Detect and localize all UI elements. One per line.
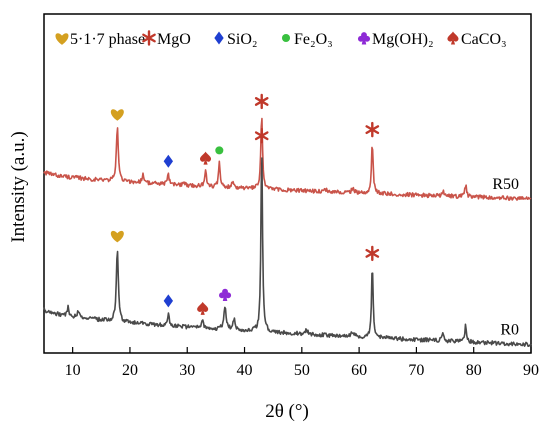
peak-marker-heart-icon xyxy=(110,109,124,121)
peak-marker-spade-icon xyxy=(200,151,212,165)
peak-marker-asterisk-icon xyxy=(254,128,269,144)
x-axis-title: 2θ (°) xyxy=(265,401,309,422)
legend-label: CaCO₃ xyxy=(461,31,507,48)
legend-spade-icon xyxy=(447,31,459,45)
peak-marker-asterisk-icon xyxy=(365,121,380,138)
legend-label: MgO xyxy=(157,31,191,48)
x-tick-label: 50 xyxy=(294,362,310,379)
legend-entry: Mg(OH)₂ xyxy=(357,31,434,48)
legend-diamond-icon xyxy=(214,31,224,45)
series-line-r0 xyxy=(43,157,532,348)
legend-club-icon xyxy=(357,32,371,45)
legend-label: 5·1·7 phase xyxy=(70,31,145,48)
x-tick-label: 20 xyxy=(122,362,138,379)
legend-heart-icon xyxy=(55,33,69,45)
x-axis-ticks: 10 20 30 40 50 60 70 80 90 xyxy=(65,347,539,379)
legend-entry: SiO₂ xyxy=(214,31,257,48)
legend-entry: Fe₂O₃ xyxy=(281,31,333,48)
series-group: R50 R0 xyxy=(43,117,532,348)
x-tick-label: 60 xyxy=(351,362,367,379)
plot-frame xyxy=(43,13,532,354)
x-tick-label: 40 xyxy=(237,362,253,379)
legend-label: Fe₂O₃ xyxy=(294,31,333,48)
peak-marker-asterisk-icon xyxy=(254,93,269,110)
legend-label: Mg(OH)₂ xyxy=(372,31,434,48)
legend: 5·1·7 phase MgO SiO₂ Fe₂O₃ Mg(OH)₂ CaCO₃ xyxy=(55,30,507,48)
legend-entry: MgO xyxy=(142,30,191,48)
peak-marker-circle-icon xyxy=(215,146,224,155)
peak-marker-heart-icon xyxy=(110,230,124,243)
y-axis-title: Intensity (a.u.) xyxy=(8,131,29,242)
legend-entry: 5·1·7 phase xyxy=(55,31,145,48)
peak-marker-asterisk-icon xyxy=(365,245,380,262)
x-tick-label: 70 xyxy=(408,362,424,379)
series-label: R0 xyxy=(500,322,519,339)
x-tick-label: 80 xyxy=(466,362,482,379)
legend-label: SiO₂ xyxy=(227,31,257,48)
x-tick-label: 90 xyxy=(523,362,539,379)
x-tick-label: 30 xyxy=(179,362,195,379)
peak-markers xyxy=(110,93,380,315)
peak-marker-diamond-icon xyxy=(163,294,174,308)
peak-marker-club-icon xyxy=(219,288,232,302)
series-label: R50 xyxy=(492,176,519,193)
legend-entry: CaCO₃ xyxy=(447,31,507,48)
legend-circle-icon xyxy=(281,33,291,43)
series-line-r50 xyxy=(43,117,532,201)
peak-marker-diamond-icon xyxy=(163,154,174,168)
peak-marker-spade-icon xyxy=(197,301,209,315)
x-tick-label: 10 xyxy=(65,362,81,379)
legend-asterisk-icon xyxy=(142,30,156,46)
